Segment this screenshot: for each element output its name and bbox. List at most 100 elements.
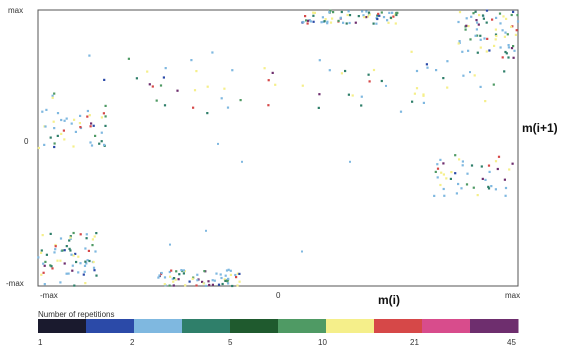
- data-point: [505, 17, 508, 20]
- data-point: [329, 21, 333, 24]
- data-point: [391, 11, 394, 14]
- data-point: [73, 284, 76, 287]
- data-point: [49, 232, 52, 235]
- data-point: [89, 141, 92, 144]
- data-point: [221, 282, 224, 286]
- data-point: [494, 160, 498, 163]
- data-point: [440, 171, 443, 174]
- data-point: [516, 14, 519, 17]
- data-point: [42, 271, 45, 274]
- data-point: [510, 13, 513, 17]
- data-point: [190, 59, 193, 62]
- legend-tick-label: 21: [410, 338, 419, 347]
- data-point: [399, 110, 403, 113]
- data-point: [508, 168, 511, 171]
- data-point: [68, 239, 71, 242]
- data-point: [174, 278, 177, 281]
- data-point: [53, 142, 56, 145]
- data-point: [487, 185, 490, 188]
- data-point: [510, 47, 514, 50]
- data-point: [479, 85, 482, 88]
- data-point: [223, 278, 226, 281]
- data-point: [425, 63, 428, 66]
- data-point: [318, 59, 321, 62]
- data-point: [49, 264, 52, 267]
- data-point: [481, 177, 484, 180]
- data-point: [345, 22, 348, 25]
- data-point: [169, 243, 171, 246]
- data-point: [460, 187, 463, 190]
- data-point: [507, 56, 510, 59]
- data-point: [392, 15, 395, 18]
- data-point: [512, 10, 515, 13]
- data-point: [74, 252, 77, 255]
- data-point: [69, 235, 72, 238]
- data-point: [331, 17, 334, 20]
- data-point: [328, 69, 331, 72]
- data-point: [164, 67, 167, 70]
- data-point: [367, 11, 371, 14]
- data-point: [176, 89, 179, 92]
- data-point: [461, 50, 464, 53]
- data-point: [436, 176, 439, 179]
- data-point: [169, 275, 172, 278]
- data-point: [389, 16, 392, 19]
- legend-swatch: [326, 319, 375, 333]
- data-point: [56, 259, 59, 262]
- data-point: [263, 67, 266, 70]
- data-point: [454, 154, 457, 157]
- data-point: [501, 56, 504, 59]
- data-point: [301, 250, 303, 253]
- data-point: [70, 253, 73, 256]
- data-point: [445, 177, 448, 180]
- data-point: [53, 92, 56, 95]
- data-point: [326, 20, 329, 23]
- data-point: [77, 271, 80, 274]
- data-point: [378, 14, 381, 17]
- data-point: [470, 164, 474, 167]
- data-point: [91, 238, 94, 241]
- data-point: [158, 274, 161, 277]
- data-point: [65, 272, 68, 275]
- data-point: [458, 40, 461, 43]
- legend-tick-label: 10: [318, 338, 327, 347]
- data-point: [442, 187, 445, 191]
- data-point: [312, 20, 315, 23]
- data-point: [163, 283, 166, 286]
- data-point: [479, 38, 482, 41]
- data-point: [63, 262, 66, 265]
- data-point: [443, 194, 446, 197]
- data-point: [485, 21, 488, 24]
- data-point: [40, 273, 43, 276]
- data-point: [328, 11, 331, 14]
- data-point: [442, 162, 445, 165]
- data-point: [84, 260, 87, 263]
- data-point: [365, 10, 368, 13]
- data-point: [192, 106, 195, 109]
- data-point: [231, 284, 234, 288]
- data-point: [43, 264, 46, 267]
- data-point: [40, 251, 43, 254]
- data-point: [100, 116, 103, 119]
- data-point: [342, 21, 345, 24]
- y-tick-label: max: [8, 6, 23, 15]
- data-point: [98, 142, 101, 145]
- data-point: [475, 28, 478, 31]
- data-point: [69, 237, 72, 240]
- data-point: [487, 164, 491, 167]
- data-point: [380, 11, 383, 14]
- data-point: [411, 100, 414, 103]
- data-point: [206, 85, 209, 88]
- data-point: [217, 283, 221, 286]
- data-point: [473, 74, 476, 77]
- data-point: [213, 279, 216, 282]
- data-point: [93, 235, 96, 238]
- data-point: [347, 10, 350, 13]
- data-point: [63, 119, 66, 122]
- data-point: [37, 256, 40, 259]
- data-point: [457, 42, 460, 45]
- data-point: [204, 284, 208, 287]
- data-point: [515, 29, 518, 32]
- data-point: [320, 21, 323, 24]
